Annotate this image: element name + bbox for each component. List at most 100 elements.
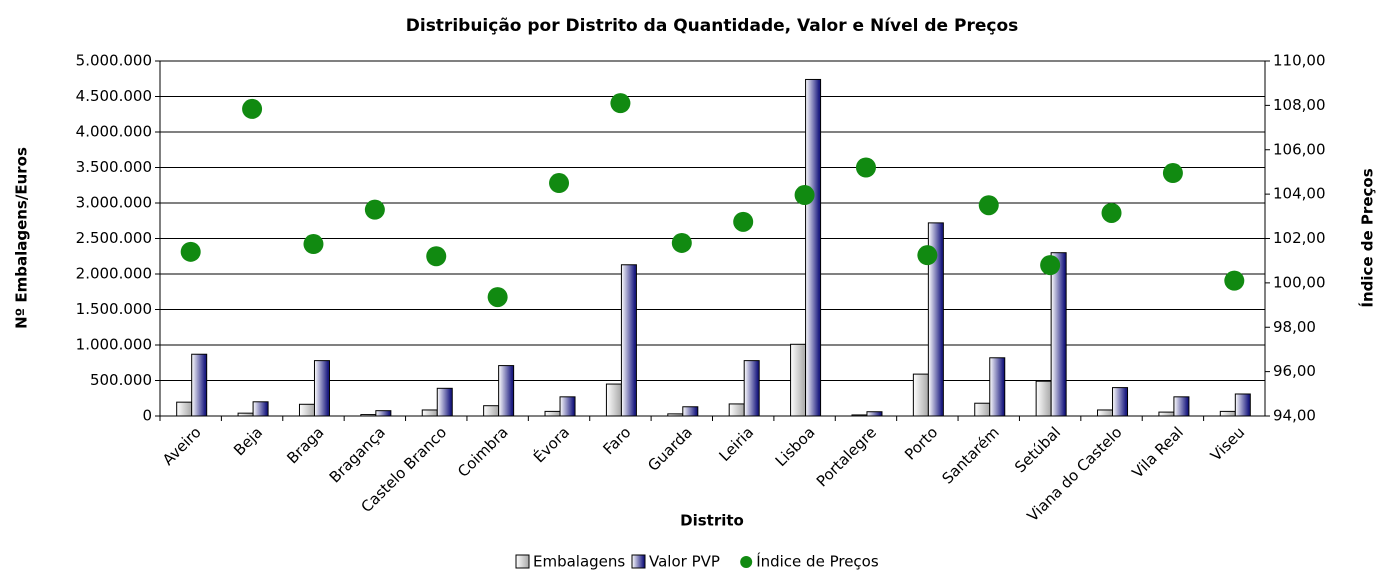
y-tick-label: 1.500.000 — [76, 300, 152, 318]
bar — [728, 403, 745, 417]
y2-tick-label: 98,00 — [1273, 318, 1316, 336]
bar — [667, 413, 684, 417]
bar — [1234, 393, 1251, 417]
point — [426, 246, 447, 267]
y2-tick-label: 108,00 — [1273, 96, 1326, 114]
x-axis-title: Distrito — [680, 512, 744, 530]
y-tick-label: 5.000.000 — [76, 52, 152, 70]
bar — [605, 383, 622, 417]
x-tick-label: Braga — [283, 423, 327, 467]
bar — [974, 402, 991, 417]
point — [671, 232, 692, 253]
bar — [559, 396, 576, 417]
x-tick-label: Coimbra — [454, 423, 511, 480]
y2-tick-label: 110,00 — [1273, 52, 1326, 70]
bar — [375, 410, 392, 417]
x-tick-label: Porto — [901, 423, 941, 463]
bar — [360, 414, 377, 417]
legend-swatch — [515, 554, 530, 569]
point — [855, 157, 876, 178]
x-tick-label: Leiria — [715, 423, 757, 465]
bar — [313, 360, 330, 417]
y-tick-label: 3.500.000 — [76, 158, 152, 176]
bar — [498, 365, 515, 417]
y2-tick-label: 96,00 — [1273, 362, 1316, 380]
bar — [298, 403, 315, 417]
y2-tick-label: 104,00 — [1273, 185, 1326, 203]
bar — [436, 387, 453, 417]
bar — [544, 410, 561, 417]
bar — [1112, 387, 1129, 417]
bar — [1097, 409, 1114, 417]
bar — [1035, 380, 1052, 417]
legend-label: Valor PVP — [649, 553, 720, 571]
chart-title: Distribuição por Distrito da Quantidade,… — [406, 16, 1019, 36]
bar — [176, 401, 193, 417]
point — [1101, 202, 1122, 223]
bar — [252, 401, 269, 417]
x-tick-label: Santarém — [938, 423, 1002, 487]
bar — [620, 264, 637, 417]
legend-label: Embalagens — [533, 553, 625, 571]
point — [303, 234, 324, 255]
bar — [191, 353, 208, 417]
bar — [912, 373, 929, 417]
point — [917, 245, 938, 266]
y-tick-label: 4.000.000 — [76, 123, 152, 141]
bar — [1173, 396, 1190, 417]
y-axis-title: Nº Embalagens/Euros — [13, 147, 31, 329]
x-tick-label: Évora — [529, 423, 573, 467]
y2-tick-label: 106,00 — [1273, 140, 1326, 158]
y-tick-label: 4.500.000 — [76, 87, 152, 105]
bar — [1050, 252, 1067, 417]
x-tick-label: Lisboa — [772, 423, 819, 470]
bar — [927, 222, 944, 417]
y2-tick-label: 94,00 — [1273, 407, 1316, 425]
point — [794, 185, 815, 206]
x-tick-label: Viseu — [1207, 423, 1248, 464]
bar — [790, 343, 807, 417]
y-tick-label: 2.500.000 — [76, 229, 152, 247]
point — [549, 173, 570, 194]
x-tick-label: Vila Real — [1129, 423, 1187, 481]
legend-label: Índice de Preços — [756, 552, 879, 571]
point — [364, 199, 385, 220]
point — [242, 98, 263, 119]
y-tick-label: 0 — [142, 407, 152, 425]
bar — [743, 360, 760, 417]
x-tick-label: Beja — [230, 423, 266, 459]
legend-swatch — [740, 556, 753, 568]
x-tick-label: Portalegre — [813, 423, 880, 490]
legend-swatch — [631, 554, 646, 569]
bar — [483, 405, 500, 417]
bar — [851, 414, 868, 417]
bar — [866, 411, 883, 417]
point — [733, 211, 754, 232]
point — [978, 195, 999, 216]
bar — [805, 78, 822, 417]
x-tick-label: Bragança — [326, 423, 389, 486]
y-tick-label: 500.000 — [90, 371, 152, 389]
y2-tick-label: 100,00 — [1273, 273, 1326, 291]
y2-tick-label: 102,00 — [1273, 229, 1326, 247]
point — [180, 241, 201, 262]
bar — [682, 406, 699, 417]
x-tick-label: Aveiro — [159, 423, 205, 469]
bar — [989, 357, 1006, 417]
bar — [1219, 410, 1236, 417]
point — [610, 93, 631, 114]
x-tick-label: Guarda — [644, 423, 696, 475]
point — [1224, 270, 1245, 291]
y-tick-label: 2.000.000 — [76, 265, 152, 283]
y-tick-label: 1.000.000 — [76, 336, 152, 354]
point — [1040, 255, 1061, 276]
bar — [237, 412, 254, 417]
x-tick-label: Setúbal — [1011, 423, 1064, 476]
point — [487, 287, 508, 308]
point — [1162, 163, 1183, 184]
bar — [421, 409, 438, 417]
bar — [1158, 411, 1175, 417]
x-tick-label: Faro — [599, 423, 634, 458]
y-tick-label: 3.000.000 — [76, 194, 152, 212]
